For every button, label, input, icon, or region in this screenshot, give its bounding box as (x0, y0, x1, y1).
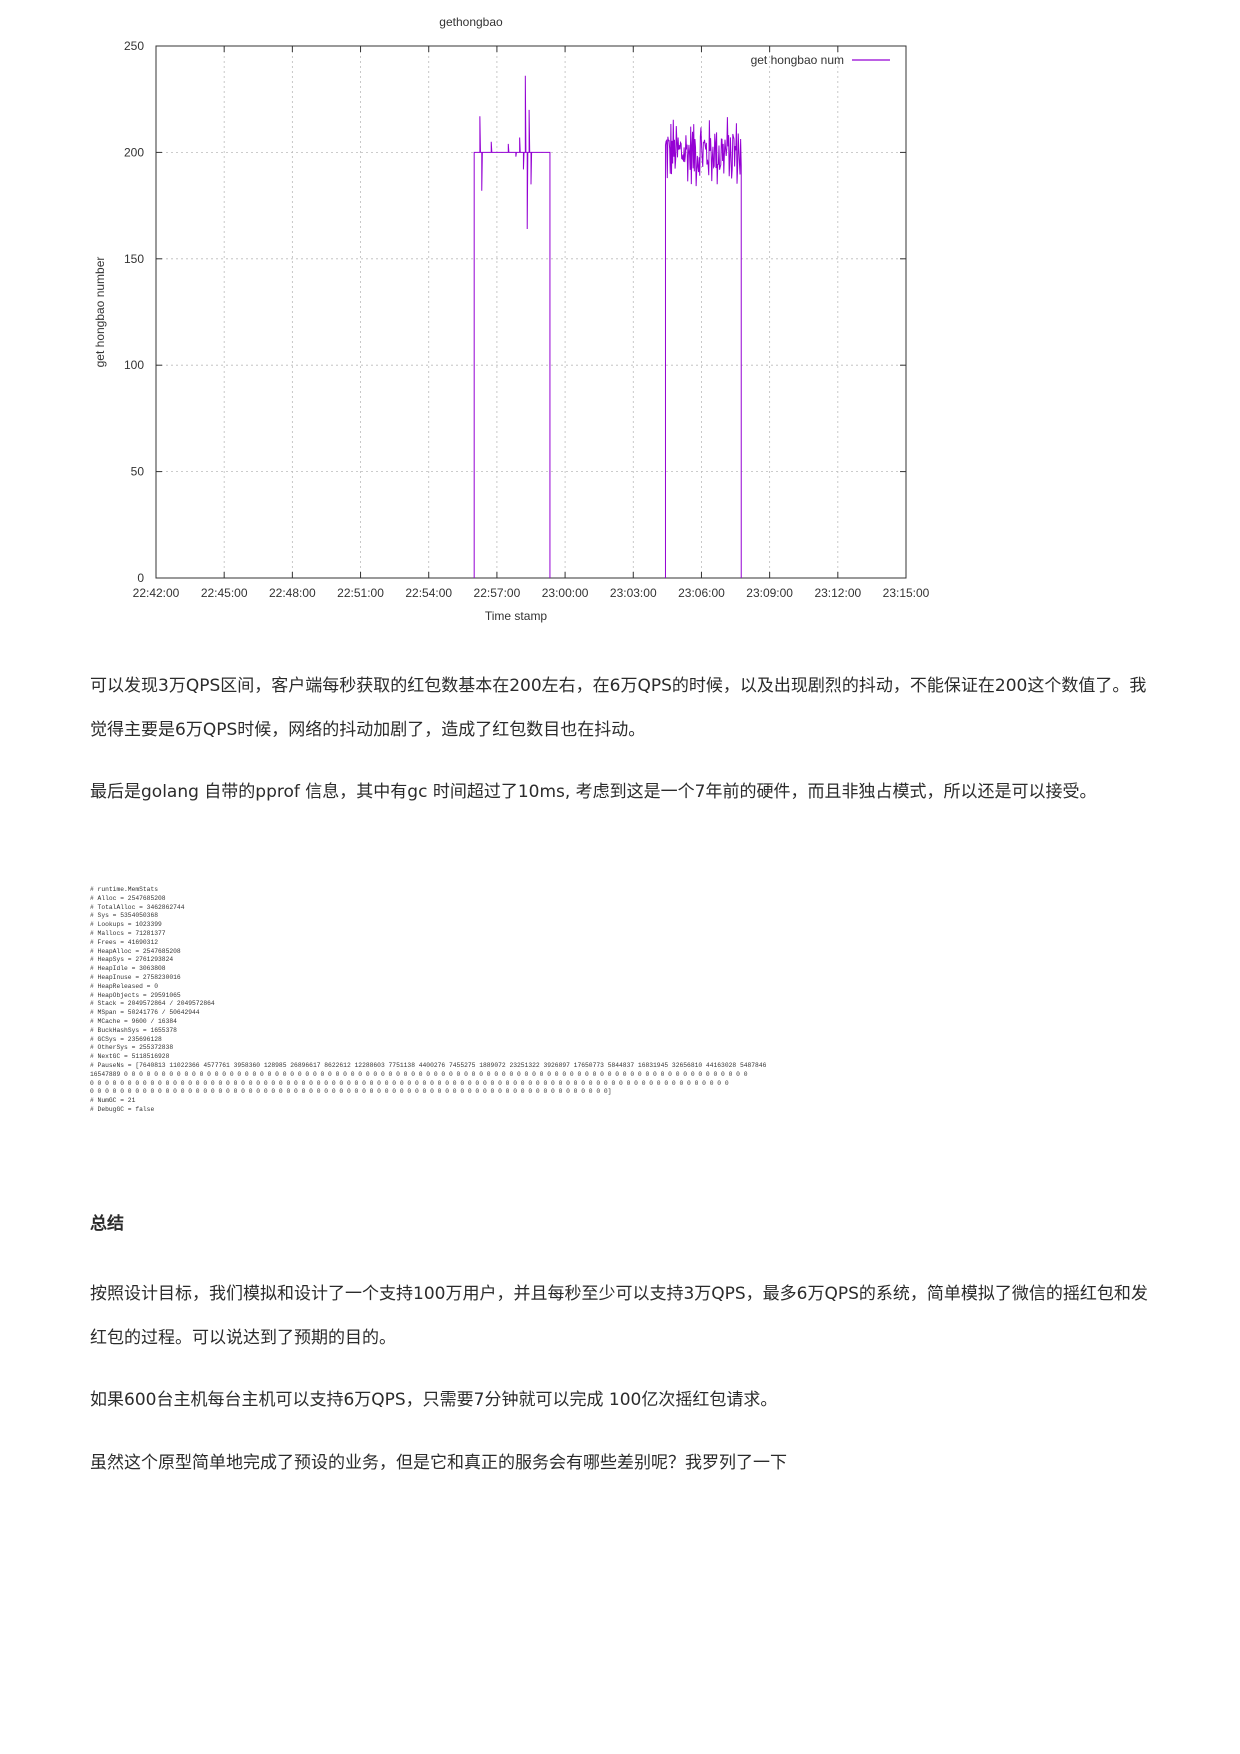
chart-legend: get hongbao num (751, 53, 890, 67)
x-tick-label: 22:45:00 (201, 586, 248, 600)
x-tick-label: 22:48:00 (269, 586, 316, 600)
x-tick-label: 23:12:00 (814, 586, 861, 600)
series-line-segment-1 (473, 75, 551, 578)
x-tick-label: 23:06:00 (678, 586, 725, 600)
y-tick-label: 0 (137, 571, 144, 585)
x-tick-label: 22:54:00 (405, 586, 452, 600)
y-tick-label: 250 (124, 39, 144, 53)
legend-label: get hongbao num (751, 53, 844, 67)
series-line-segment-2 (664, 117, 742, 578)
chart-series (473, 75, 742, 578)
y-tick-label: 200 (124, 145, 144, 159)
y-tick-label: 50 (131, 465, 145, 479)
paragraph-pprof-intro: 最后是golang 自带的pprof 信息，其中有gc 时间超过了10ms, 考… (90, 782, 1097, 802)
y-tick-label: 150 (124, 252, 144, 266)
plot-frame (155, 45, 907, 579)
section-heading-summary: 总结 (90, 1214, 124, 1234)
x-tick-label: 23:00:00 (542, 586, 589, 600)
x-tick-label: 22:51:00 (337, 586, 384, 600)
x-tick-label: 22:57:00 (474, 586, 521, 600)
chart-ticks: 0 50 100 150 200 250 22:42:00 22:45:00 22:48:00 2… (124, 39, 930, 600)
x-tick-label: 23:15:00 (883, 586, 930, 600)
paragraph-qps-analysis: 可以发现3万QPS区间，客户端每秒获取的红包数基本在200左右，在6万QPS的时… (90, 676, 1147, 740)
y-tick-label: 100 (124, 358, 144, 372)
paragraph-differences: 虽然这个原型简单地完成了预设的业务，但是它和真正的服务会有哪些差别呢？我罗列了一… (90, 1453, 787, 1473)
y-axis-label: get hongbao number (93, 257, 107, 368)
paragraph-capacity: 如果600台主机每台主机可以支持6万QPS，只需要7分钟就可以完成 100亿次摇… (90, 1390, 778, 1410)
memstats-screenshot: # runtime.MemStats # Alloc = 2547685208 … (90, 886, 767, 1113)
chart-grid (155, 45, 907, 579)
x-axis-label: Time stamp (485, 609, 548, 623)
chart-svg: 0 50 100 150 200 250 22:42:00 22:45:00 22:48:00 2… (93, 15, 930, 623)
x-tick-label: 22:42:00 (133, 586, 180, 600)
paragraph-summary: 按照设计目标，我们模拟和设计了一个支持100万用户，并且每秒至少可以支持3万QP… (90, 1284, 1148, 1348)
chart-title: gethongbao (439, 15, 503, 29)
x-tick-label: 23:03:00 (610, 586, 657, 600)
hongbao-chart: 0 50 100 150 200 250 22:42:00 22:45:00 22:48:00 2… (60, 0, 960, 640)
x-tick-label: 23:09:00 (746, 586, 793, 600)
